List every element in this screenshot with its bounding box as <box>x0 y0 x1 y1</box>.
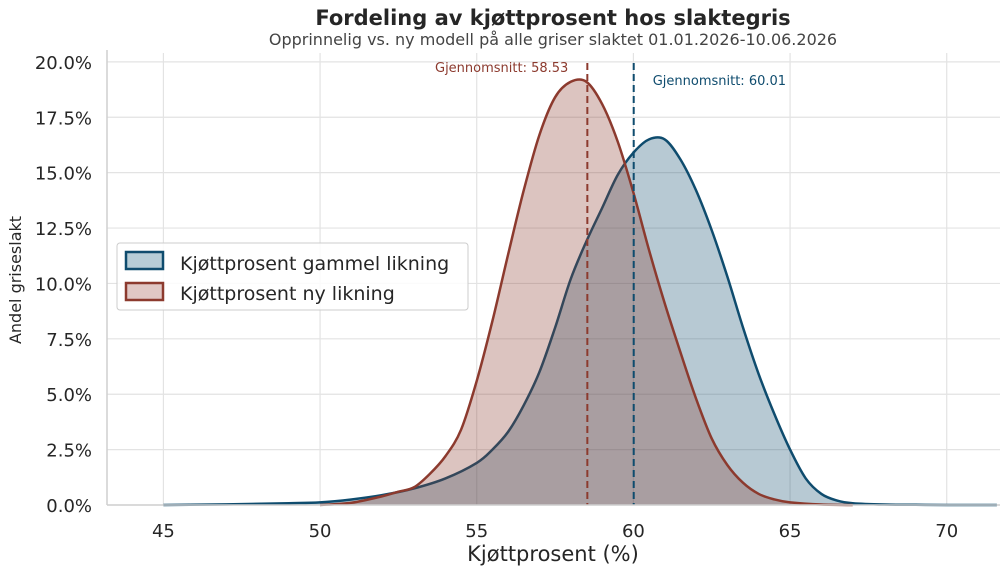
y-axis-label: Andel griseslakt <box>6 216 25 344</box>
legend-swatch-new <box>124 281 165 302</box>
y-tick-label: 5.0% <box>46 385 92 406</box>
legend-label-old: Kjøttprosent gammel likning <box>180 253 449 275</box>
density-area-old-fill <box>163 137 997 505</box>
legend-box <box>116 242 469 311</box>
x-tick-labels: 45 50 55 60 65 70 <box>152 521 958 542</box>
y-tick-label: 0.0% <box>46 496 92 517</box>
legend-swatch-old <box>124 250 165 271</box>
x-axis-label: Kjøttprosent (%) <box>467 542 639 566</box>
density-area-new-fill <box>320 79 853 506</box>
x-tick-label: 60 <box>622 521 645 542</box>
x-tick-label: 45 <box>152 521 175 542</box>
y-tick-label: 10.0% <box>35 274 92 295</box>
y-tick-label: 20.0% <box>35 53 92 74</box>
x-tick-label: 65 <box>779 521 802 542</box>
y-tick-label: 15.0% <box>35 164 92 185</box>
mean-label-old: Gjennomsnitt: 60.01 <box>653 74 786 89</box>
y-tick-labels: 0.0% 2.5% 5.0% 7.5% 10.0% 12.5% 15.0% 17.5% 20.0… <box>35 53 92 517</box>
y-tick-label: 12.5% <box>35 219 92 240</box>
mean-label-new: Gjennomsnitt: 58.53 <box>435 61 568 76</box>
density-area-new-line <box>319 78 853 507</box>
y-tick-label: 2.5% <box>46 441 92 462</box>
y-tick-label: 17.5% <box>35 108 92 129</box>
legend: Kjøttprosent gammel likning Kjøttprosent… <box>116 242 469 311</box>
mean-lines: Gjennomsnitt: 60.01 Gjennomsnitt: 58.53 <box>435 61 786 505</box>
axes <box>106 50 1000 506</box>
chart-subtitle: Opprinnelig vs. ny modell på alle griser… <box>269 30 837 49</box>
x-tick-label: 50 <box>309 521 332 542</box>
x-tick-label: 70 <box>935 521 958 542</box>
y-tick-label: 7.5% <box>46 330 92 351</box>
chart-title: Fordeling av kjøttprosent hos slaktegris <box>315 6 790 30</box>
legend-label-new: Kjøttprosent ny likning <box>180 283 395 305</box>
x-tick-label: 55 <box>465 521 488 542</box>
